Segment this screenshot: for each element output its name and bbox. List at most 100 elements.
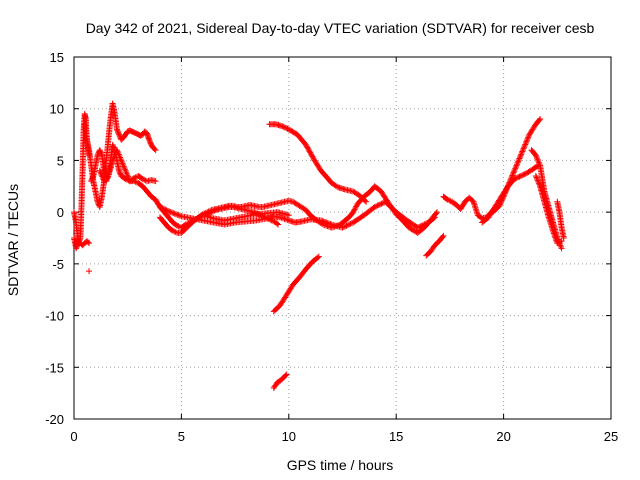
data-point	[270, 218, 277, 225]
data-point	[517, 152, 524, 159]
data-point	[281, 124, 288, 131]
data-point	[377, 201, 384, 208]
data-point	[279, 123, 286, 130]
series-outlier	[86, 268, 93, 275]
data-point	[532, 152, 539, 159]
plot-frame	[73, 56, 612, 420]
data-point	[533, 174, 540, 181]
data-point	[156, 203, 163, 210]
data-point	[118, 158, 125, 165]
data-point	[446, 197, 453, 204]
data-point	[96, 167, 103, 174]
data-point	[73, 245, 80, 252]
data-point	[98, 172, 105, 179]
data-point	[323, 219, 330, 226]
data-point	[350, 209, 357, 216]
y-tick-label: -20	[45, 412, 64, 427]
data-point	[284, 125, 291, 132]
data-point	[175, 223, 182, 230]
data-point	[307, 149, 314, 156]
data-point	[125, 173, 132, 180]
series-t7	[199, 209, 292, 224]
data-point	[131, 178, 138, 185]
data-point	[346, 221, 353, 228]
data-point	[362, 197, 369, 204]
data-point	[115, 150, 122, 157]
data-point	[554, 240, 561, 247]
data-point	[115, 128, 122, 135]
data-point	[138, 175, 145, 182]
data-point	[117, 155, 124, 162]
data-point	[160, 205, 167, 212]
data-point	[97, 149, 104, 156]
data-point	[536, 161, 543, 168]
data-point	[326, 220, 333, 227]
data-point	[302, 141, 309, 148]
data-point	[351, 206, 358, 213]
data-point	[282, 216, 289, 223]
data-point	[534, 177, 541, 184]
data-point	[518, 149, 525, 156]
x-tick-label: 0	[70, 429, 77, 444]
data-point	[340, 224, 347, 231]
data-point	[447, 198, 454, 205]
data-point	[536, 181, 543, 188]
data-point	[283, 371, 290, 378]
data-point	[120, 163, 127, 170]
series-t6	[156, 198, 438, 231]
data-point	[520, 145, 527, 152]
data-point	[532, 172, 539, 179]
data-point	[132, 178, 139, 185]
data-point	[116, 131, 123, 138]
data-point	[560, 235, 567, 241]
data-point	[280, 123, 287, 130]
data-point	[122, 167, 129, 174]
data-point	[343, 222, 350, 229]
data-point	[110, 154, 117, 161]
data-point	[520, 171, 527, 178]
data-point	[557, 238, 564, 245]
data-point	[516, 155, 523, 162]
data-point	[534, 175, 541, 182]
data-point	[309, 153, 316, 160]
x-tick-label: 10	[282, 429, 296, 444]
data-point	[115, 130, 122, 137]
data-point	[524, 135, 531, 142]
data-point	[517, 172, 524, 179]
data-point	[515, 158, 522, 165]
data-point	[524, 137, 531, 144]
data-point	[522, 141, 529, 148]
series-t5	[156, 183, 441, 236]
data-point	[306, 148, 313, 155]
data-point	[86, 240, 93, 247]
data-point	[513, 162, 520, 169]
data-point	[146, 136, 153, 143]
data-point	[537, 116, 544, 123]
data-point	[97, 169, 104, 176]
data-point	[284, 216, 291, 223]
data-point	[322, 218, 329, 225]
y-tick-label: 0	[57, 205, 64, 220]
series-t1b	[71, 235, 93, 252]
data-point	[73, 244, 80, 251]
data-point	[416, 224, 423, 231]
data-point	[534, 156, 541, 163]
data-point	[170, 210, 177, 217]
data-point	[558, 245, 565, 252]
data-point	[319, 217, 326, 224]
data-point	[151, 146, 158, 153]
data-point	[512, 175, 519, 182]
data-point	[414, 224, 421, 231]
data-point	[512, 165, 519, 172]
data-point	[522, 140, 529, 147]
data-point	[318, 217, 325, 224]
grid	[74, 57, 611, 419]
data-point	[513, 174, 520, 181]
data-point	[509, 171, 516, 178]
series-t9	[270, 253, 322, 315]
data-point	[162, 206, 169, 213]
data-point	[116, 169, 123, 176]
data-point	[117, 154, 124, 161]
data-point	[327, 221, 334, 228]
data-point	[121, 166, 128, 173]
